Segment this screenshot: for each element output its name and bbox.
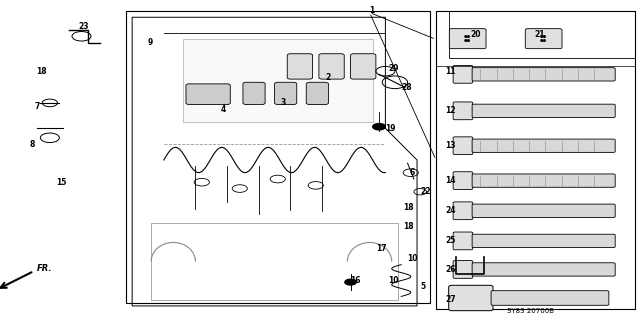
Text: 17: 17 (376, 244, 387, 253)
Text: 28: 28 (401, 83, 412, 92)
Text: 27: 27 (445, 295, 456, 304)
Text: 18: 18 (36, 67, 47, 76)
FancyBboxPatch shape (472, 204, 615, 217)
Text: 8: 8 (29, 140, 35, 148)
Text: 5: 5 (420, 282, 426, 292)
Text: 25: 25 (445, 236, 456, 245)
FancyBboxPatch shape (449, 285, 493, 311)
Text: 4: 4 (221, 105, 226, 114)
Text: ●●
●●: ●● ●● (540, 35, 547, 43)
FancyBboxPatch shape (449, 29, 486, 49)
FancyBboxPatch shape (453, 172, 473, 189)
FancyBboxPatch shape (472, 263, 615, 276)
Text: 9: 9 (148, 38, 153, 47)
FancyBboxPatch shape (472, 174, 615, 187)
FancyBboxPatch shape (351, 54, 376, 79)
Text: 23: 23 (78, 22, 89, 31)
FancyBboxPatch shape (472, 139, 615, 152)
Text: 7: 7 (34, 101, 40, 111)
FancyBboxPatch shape (472, 68, 615, 81)
Text: SY83 20700B: SY83 20700B (508, 308, 554, 314)
Text: 10: 10 (388, 276, 399, 285)
FancyBboxPatch shape (453, 260, 473, 278)
FancyBboxPatch shape (453, 232, 473, 250)
Text: 13: 13 (445, 141, 456, 150)
Text: 2: 2 (325, 73, 330, 82)
FancyBboxPatch shape (472, 234, 615, 248)
FancyBboxPatch shape (186, 84, 230, 105)
FancyBboxPatch shape (453, 102, 473, 120)
Text: 19: 19 (385, 124, 396, 133)
Text: 16: 16 (351, 276, 361, 285)
Text: FR.: FR. (37, 264, 52, 273)
Text: 1: 1 (369, 6, 375, 15)
Text: 15: 15 (56, 178, 67, 187)
FancyBboxPatch shape (453, 66, 473, 83)
FancyBboxPatch shape (491, 291, 609, 305)
FancyBboxPatch shape (525, 29, 562, 49)
Text: 10: 10 (408, 254, 418, 263)
Text: 29: 29 (388, 63, 399, 73)
Text: 20: 20 (471, 30, 481, 39)
Text: 18: 18 (403, 203, 413, 212)
Text: 21: 21 (534, 30, 545, 39)
Text: 11: 11 (445, 67, 456, 76)
FancyBboxPatch shape (275, 82, 297, 105)
Text: 22: 22 (420, 187, 431, 196)
Text: 12: 12 (445, 106, 456, 115)
FancyBboxPatch shape (307, 82, 328, 105)
Polygon shape (183, 39, 372, 122)
Circle shape (345, 279, 356, 285)
Circle shape (372, 124, 385, 130)
FancyBboxPatch shape (472, 104, 615, 117)
Text: 14: 14 (445, 176, 456, 185)
Text: 24: 24 (445, 206, 456, 215)
FancyBboxPatch shape (453, 137, 473, 155)
Text: 3: 3 (281, 99, 286, 108)
FancyBboxPatch shape (319, 54, 344, 79)
Text: 26: 26 (445, 265, 456, 274)
FancyBboxPatch shape (453, 202, 473, 220)
Text: 6: 6 (410, 168, 415, 177)
FancyBboxPatch shape (243, 82, 265, 105)
Text: 18: 18 (403, 222, 413, 231)
Text: ●●
●●: ●● ●● (464, 35, 471, 43)
FancyBboxPatch shape (287, 54, 312, 79)
